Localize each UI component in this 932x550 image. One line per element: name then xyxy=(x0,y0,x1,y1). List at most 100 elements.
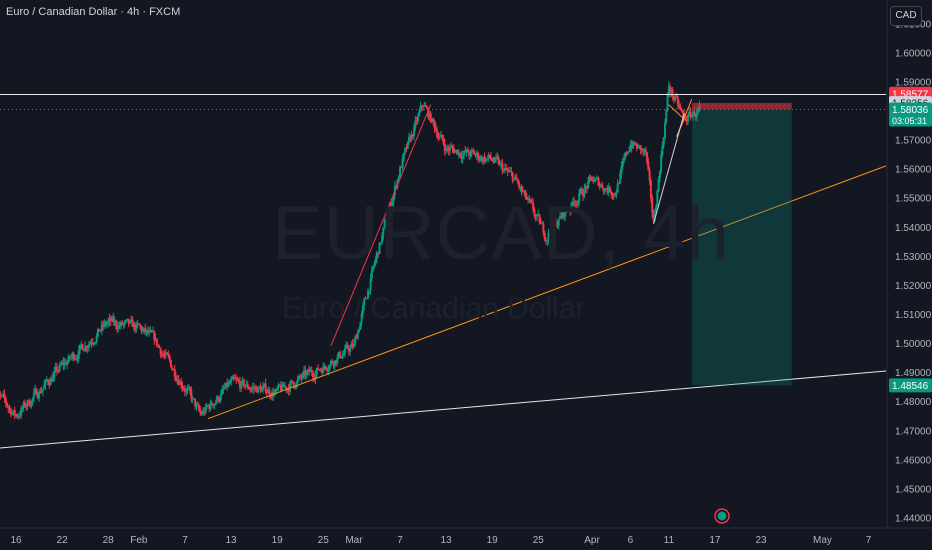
candle-body xyxy=(543,232,546,240)
support-trendline[interactable] xyxy=(0,370,887,449)
take-profit-zone[interactable] xyxy=(691,109,792,386)
candle-body xyxy=(166,352,169,354)
candle-body xyxy=(9,408,12,415)
candle-body xyxy=(597,177,600,186)
candle-body xyxy=(475,152,478,156)
candle-body xyxy=(340,356,343,359)
candle-body xyxy=(452,148,455,153)
candle-body xyxy=(18,415,21,417)
candle-body xyxy=(121,322,124,325)
candle-body xyxy=(59,364,62,366)
candle-body xyxy=(94,342,97,344)
candle-body xyxy=(400,167,403,169)
candle-body xyxy=(689,111,692,117)
candle-body xyxy=(524,190,527,197)
breakout-line[interactable] xyxy=(652,113,685,225)
candle-body xyxy=(573,201,576,205)
candle-body xyxy=(116,325,119,330)
candle-body xyxy=(200,413,203,415)
candle-body xyxy=(603,188,606,192)
candle-body xyxy=(520,186,523,191)
candle-body xyxy=(338,352,341,357)
candle-body xyxy=(624,152,627,159)
candle-body xyxy=(432,118,435,121)
candle-body xyxy=(397,176,400,180)
candle-body xyxy=(368,290,371,292)
candle-body xyxy=(416,115,419,122)
candle-body xyxy=(424,106,427,108)
time-tick-label: 23 xyxy=(755,535,767,546)
candle-body xyxy=(441,134,444,139)
currency-button[interactable]: CAD xyxy=(890,6,922,26)
candle-body xyxy=(253,387,256,389)
candle-body xyxy=(395,185,398,187)
candle-body xyxy=(36,395,39,399)
candle-body xyxy=(277,384,280,389)
orange-trendline[interactable] xyxy=(207,165,887,420)
candle-body xyxy=(694,115,697,117)
candle-body xyxy=(427,108,430,118)
candle-body xyxy=(612,193,615,196)
candle-body xyxy=(16,415,19,417)
candle-body xyxy=(314,374,317,380)
candle-body xyxy=(535,214,538,217)
red-trendline[interactable] xyxy=(330,104,432,347)
candle-body xyxy=(461,155,464,159)
candle-body xyxy=(550,232,553,235)
candle-body xyxy=(164,352,167,356)
candle-body xyxy=(13,410,16,415)
stop-loss-zone[interactable] xyxy=(691,102,792,110)
candle-body xyxy=(209,402,212,409)
candle-body xyxy=(185,390,188,392)
candle-body xyxy=(7,406,10,409)
candle-body xyxy=(488,154,491,157)
candle-body xyxy=(171,367,174,370)
candle-body xyxy=(361,305,364,314)
time-tick-label: 11 xyxy=(664,535,675,546)
candle-body xyxy=(428,113,431,118)
candle-body xyxy=(576,201,579,205)
candle-body xyxy=(181,385,184,389)
candle-body xyxy=(309,370,312,372)
candle-body xyxy=(629,144,632,151)
candle-body xyxy=(415,120,418,122)
candle-body xyxy=(606,189,609,193)
candle-body xyxy=(610,191,613,195)
candle-body xyxy=(341,355,344,359)
chart-title[interactable]: Euro / Canadian Dollar · 4h · FXCM xyxy=(6,6,181,18)
candle-body xyxy=(383,220,386,228)
candle-body xyxy=(107,320,110,324)
candle-body xyxy=(22,402,25,408)
candle-body xyxy=(530,200,533,203)
candle-body xyxy=(343,348,346,354)
candle-body xyxy=(333,360,336,366)
candle-body xyxy=(496,157,499,159)
candle-body xyxy=(539,222,542,224)
candle-body xyxy=(308,369,311,372)
candle-body xyxy=(509,171,512,173)
candle-body xyxy=(281,384,284,391)
candle-body xyxy=(487,154,490,159)
candle-body xyxy=(607,186,610,193)
candle-body xyxy=(681,110,684,114)
candle-body xyxy=(375,252,378,259)
candle-body xyxy=(418,111,421,116)
candle-body xyxy=(483,157,486,162)
candle-body xyxy=(518,182,521,188)
event-icon[interactable] xyxy=(717,511,727,521)
candle-body xyxy=(320,369,323,374)
candle-body xyxy=(45,379,48,381)
candle-body xyxy=(43,385,46,389)
candle-body xyxy=(102,324,105,327)
candle-body xyxy=(484,159,487,162)
time-tick-label: 25 xyxy=(318,535,330,546)
candle-body xyxy=(227,383,230,387)
candle-body xyxy=(75,358,78,360)
time-axis[interactable] xyxy=(0,528,932,550)
candle-body xyxy=(405,147,408,149)
candle-body xyxy=(388,203,391,213)
candle-body xyxy=(26,400,29,407)
candle-body xyxy=(617,183,620,185)
